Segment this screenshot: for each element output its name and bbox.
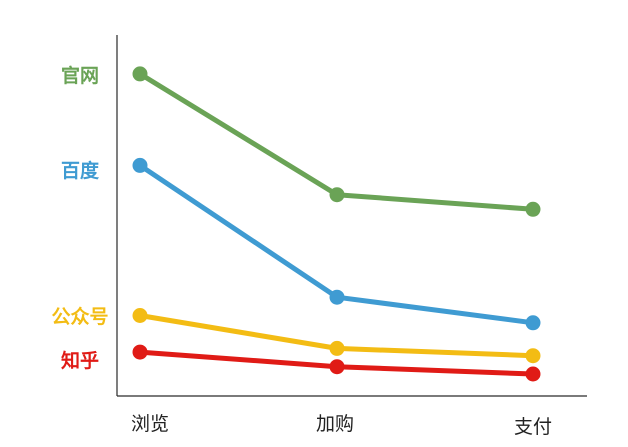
- series-label-zhihu: 知乎: [61, 349, 99, 372]
- series-zhihu: [132, 344, 541, 382]
- series-layer: [132, 66, 541, 382]
- data-point-zhihu: [329, 359, 345, 375]
- x-tick-label: 加购: [316, 413, 354, 435]
- data-point-gongzhonghao: [329, 340, 345, 356]
- data-point-baidu: [525, 315, 541, 331]
- data-point-guanwang: [132, 66, 148, 82]
- x-tick-label: 支付: [514, 416, 552, 438]
- data-point-baidu: [132, 157, 148, 173]
- series-label-baidu: 百度: [61, 159, 100, 182]
- series-label-gongzhonghao: 公众号: [51, 305, 108, 328]
- data-point-baidu: [329, 289, 345, 305]
- series-label-guanwang: 官网: [61, 64, 99, 87]
- data-point-guanwang: [525, 201, 541, 217]
- series-gongzhonghao: [132, 308, 541, 364]
- series-labels: 官网 百度 公众号 知乎: [51, 64, 108, 372]
- data-point-gongzhonghao: [525, 348, 541, 364]
- data-point-guanwang: [329, 187, 345, 203]
- data-point-zhihu: [132, 344, 148, 360]
- x-tick-label: 浏览: [131, 413, 169, 435]
- series-guanwang: [132, 66, 541, 217]
- data-point-gongzhonghao: [132, 308, 148, 323]
- series-baidu: [132, 157, 541, 331]
- x-axis-labels: 浏览 加购 支付: [131, 413, 552, 438]
- data-point-zhihu: [525, 366, 541, 382]
